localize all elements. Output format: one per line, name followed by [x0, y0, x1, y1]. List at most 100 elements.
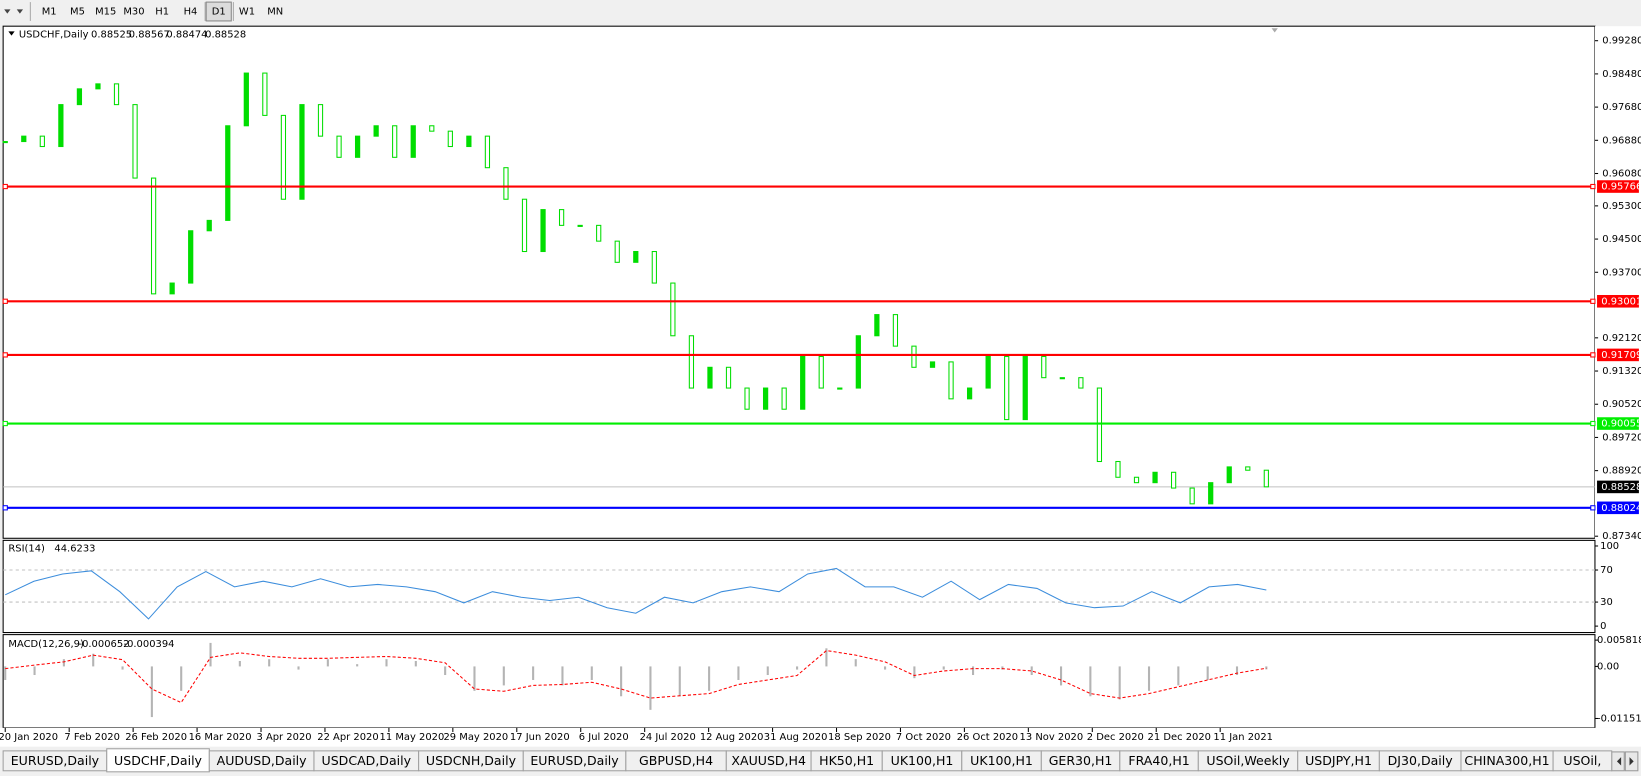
macd-histogram-bar: [414, 660, 417, 667]
x-tick-label: 13 Nov 2020: [1020, 732, 1084, 743]
timeframe-button[interactable]: [36, 2, 62, 21]
timeframe-label[interactable]: M15: [95, 7, 116, 18]
level-handle[interactable]: [1590, 183, 1596, 190]
tab-label[interactable]: USDCNH,Daily: [426, 753, 517, 768]
level-tag: [1597, 180, 1639, 193]
macd-histogram-bar: [1089, 666, 1092, 697]
tab-label[interactable]: EURUSD,Daily: [11, 753, 100, 768]
level-handle[interactable]: [2, 505, 8, 511]
macd-histogram-bar: [561, 666, 564, 686]
tab-label[interactable]: XAUUSD,H4: [731, 753, 806, 768]
level-tag: [1597, 348, 1639, 362]
macd-histogram-bar: [942, 666, 945, 670]
macd-histogram-bar: [1118, 666, 1121, 700]
tab-label[interactable]: USDCAD,Daily: [322, 753, 412, 768]
tab-label[interactable]: UK100,H1: [891, 753, 954, 768]
x-tick-label: 3 Apr 2020: [256, 732, 311, 743]
candle: [1133, 476, 1140, 484]
candle: [336, 135, 342, 158]
timeframe-label[interactable]: H1: [155, 7, 169, 18]
macd-histogram-bar: [649, 666, 652, 710]
macd-histogram-bar: [121, 666, 124, 670]
tab-label[interactable]: GER30,H1: [1049, 753, 1113, 768]
candle: [1022, 355, 1028, 421]
indicator-value: -0.000652: [78, 639, 129, 650]
tab[interactable]: [1552, 750, 1613, 772]
tab-label[interactable]: USOil,Weekly: [1206, 753, 1290, 768]
candle: [1115, 460, 1121, 478]
x-tick-label: 31 Aug 2020: [764, 732, 828, 743]
y-tick-label: 0.96080: [1602, 169, 1641, 180]
timeframe-button[interactable]: [262, 2, 288, 21]
y-tick-label: 30: [1600, 597, 1613, 608]
level-handle[interactable]: [2, 352, 8, 358]
tab-bar: EURUSD,Daily USDCHF,Daily AUDUSD,Daily USDC…: [0, 747, 1641, 776]
level-tag: [1597, 501, 1639, 515]
candle: [1041, 355, 1047, 379]
tool-icon[interactable]: [4, 9, 11, 14]
level-handle[interactable]: [2, 183, 8, 190]
indicator-title: MACD(12,26,9): [8, 639, 84, 650]
level-handle[interactable]: [2, 420, 8, 427]
tab-label[interactable]: HK50,H1: [819, 753, 874, 768]
candle: [874, 314, 880, 337]
macd-histogram-bar: [238, 660, 241, 667]
timeframe-button[interactable]: [205, 1, 232, 22]
timeframe-button[interactable]: [64, 2, 91, 21]
macd-histogram-bar: [884, 666, 887, 670]
candle: [1208, 482, 1214, 505]
tab-label[interactable]: FRA40,H1: [1128, 753, 1189, 768]
tab-label[interactable]: USOil,: [1563, 753, 1601, 768]
level-label: 0.93001: [1601, 296, 1641, 307]
candle: [188, 230, 194, 284]
x-tick-label: 11 May 2020: [380, 732, 445, 743]
macd-histogram-bar: [590, 666, 593, 680]
tab-label[interactable]: CHINA300,H1: [1464, 753, 1549, 768]
candle: [1152, 471, 1158, 484]
candle: [818, 355, 824, 389]
tab-label[interactable]: GBPUSD,H4: [639, 753, 713, 768]
macd-histogram-bar: [326, 659, 329, 667]
level-handle[interactable]: [1590, 505, 1596, 511]
timeframe-label[interactable]: H4: [184, 7, 198, 18]
current-price-tag: [1597, 480, 1639, 494]
tab-label[interactable]: USDJPY,H1: [1305, 753, 1372, 768]
timeframe-label[interactable]: M1: [42, 7, 57, 18]
x-tick-label: 20 Jan 2020: [0, 732, 58, 743]
level-handle[interactable]: [2, 298, 8, 304]
level-handle[interactable]: [1590, 298, 1596, 304]
timeframe-label[interactable]: M5: [70, 7, 85, 18]
level-handle[interactable]: [1590, 352, 1596, 358]
tab-label[interactable]: EURUSD,Daily: [530, 753, 619, 768]
timeframe-label[interactable]: MN: [267, 7, 283, 18]
level-label: 0.95766: [1601, 182, 1641, 193]
candle: [280, 114, 287, 200]
candle: [762, 387, 769, 410]
macd-histogram-bar: [268, 659, 271, 667]
timeframe-button[interactable]: [234, 2, 260, 21]
tab-label[interactable]: DJ30,Daily: [1388, 753, 1454, 768]
candle: [688, 335, 695, 389]
tool-dropdown[interactable]: [16, 9, 24, 14]
y-tick-label: 0.98480: [1602, 69, 1641, 80]
candle: [1263, 469, 1269, 488]
macd-histogram-bar: [385, 659, 388, 667]
timeframe-button[interactable]: [177, 2, 204, 21]
candle: [596, 224, 602, 242]
macd-histogram-bar: [1001, 666, 1004, 670]
level-handle[interactable]: [1590, 420, 1596, 427]
timeframe-label[interactable]: D1: [212, 7, 226, 18]
timeframe-label[interactable]: M30: [123, 7, 144, 18]
x-tick-label: 11 Jan 2021: [1213, 732, 1273, 743]
tab-label[interactable]: AUDUSD,Daily: [217, 753, 308, 768]
y-tick-label: 0.95300: [1602, 201, 1641, 212]
candle: [707, 366, 713, 389]
timeframe-button[interactable]: [93, 2, 119, 21]
tab-label[interactable]: UK100,H1: [970, 753, 1033, 768]
candle: [966, 387, 973, 400]
tab-label[interactable]: USDCHF,Daily: [114, 753, 203, 768]
timeframe-button[interactable]: [149, 2, 175, 21]
timeframe-button[interactable]: [121, 2, 147, 21]
timeframe-label[interactable]: W1: [239, 7, 255, 18]
